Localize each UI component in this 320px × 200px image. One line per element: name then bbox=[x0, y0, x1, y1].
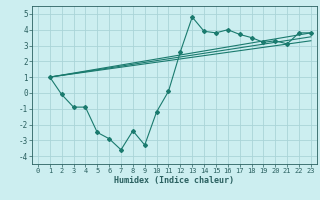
X-axis label: Humidex (Indice chaleur): Humidex (Indice chaleur) bbox=[115, 176, 234, 185]
